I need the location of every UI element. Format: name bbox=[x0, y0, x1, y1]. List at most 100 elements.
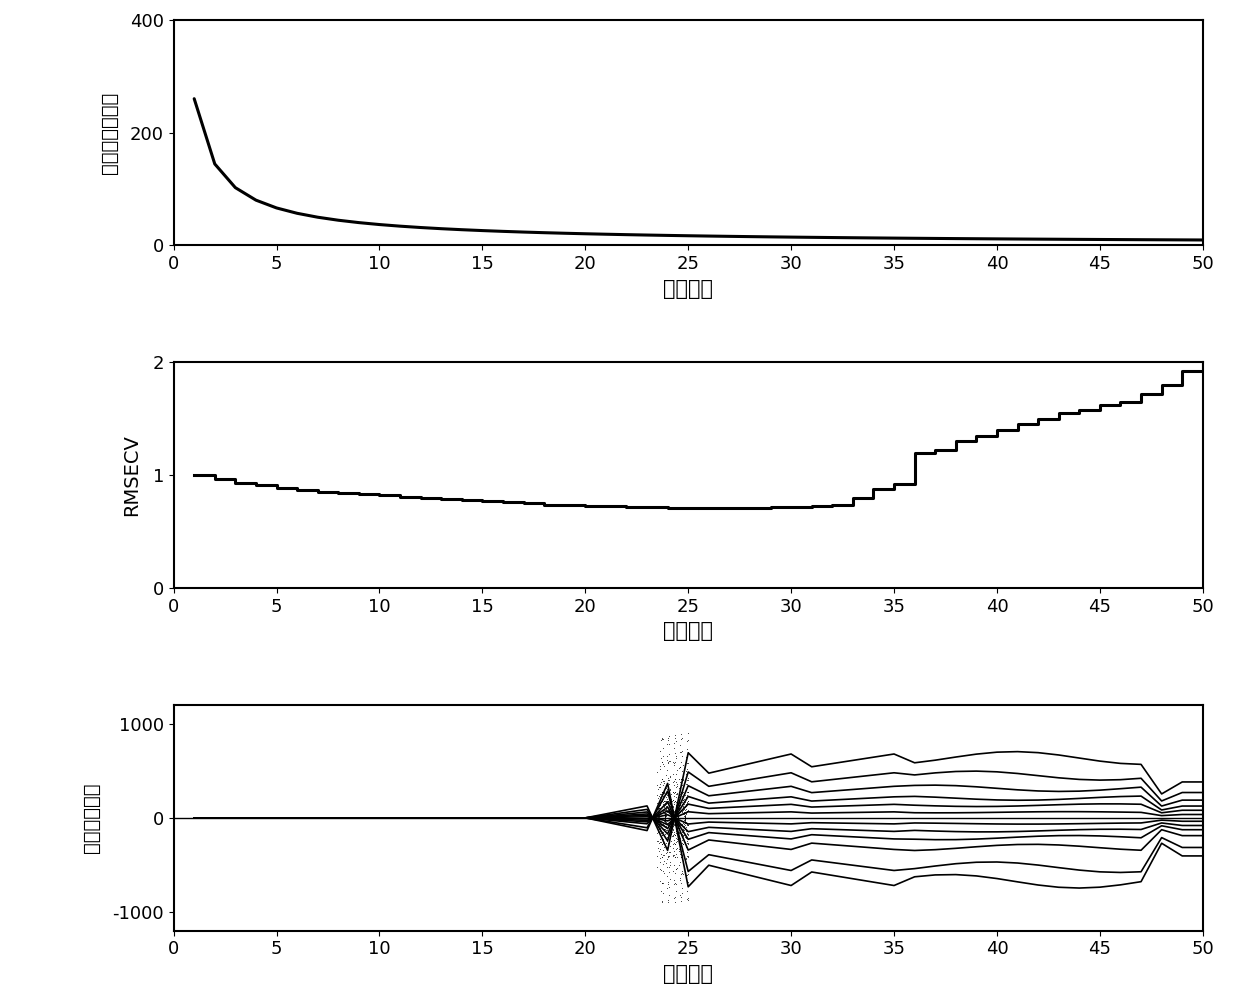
Point bbox=[677, 844, 697, 860]
Point bbox=[661, 844, 681, 860]
Point bbox=[649, 809, 668, 825]
Point bbox=[650, 800, 670, 816]
Point bbox=[665, 785, 684, 801]
Point bbox=[650, 836, 670, 851]
Point bbox=[660, 879, 680, 895]
Point bbox=[651, 842, 671, 857]
Point bbox=[668, 807, 688, 823]
Point bbox=[650, 806, 670, 822]
Point bbox=[653, 756, 673, 772]
Point bbox=[653, 816, 673, 832]
Point bbox=[677, 795, 697, 811]
Point bbox=[662, 848, 682, 864]
Point bbox=[673, 802, 693, 818]
Point bbox=[672, 849, 692, 865]
Point bbox=[657, 816, 677, 832]
Point bbox=[661, 796, 681, 812]
Point bbox=[671, 784, 691, 800]
Point bbox=[653, 875, 673, 891]
Point bbox=[662, 798, 682, 814]
Point bbox=[651, 816, 671, 832]
Point bbox=[668, 815, 688, 831]
Point bbox=[668, 811, 688, 827]
Point bbox=[655, 814, 675, 830]
Point bbox=[649, 813, 668, 829]
Point bbox=[655, 811, 675, 827]
Point bbox=[672, 816, 692, 832]
Point bbox=[650, 807, 670, 823]
Point bbox=[655, 811, 675, 827]
Point bbox=[666, 766, 686, 782]
Point bbox=[676, 840, 696, 855]
Point bbox=[668, 809, 688, 825]
Point bbox=[671, 870, 691, 886]
Point bbox=[677, 867, 697, 883]
Point bbox=[677, 784, 697, 800]
Point bbox=[663, 821, 683, 837]
Point bbox=[672, 842, 692, 858]
Point bbox=[678, 837, 698, 852]
Point bbox=[651, 771, 671, 787]
Point bbox=[668, 814, 688, 830]
Point bbox=[651, 793, 671, 809]
Point bbox=[667, 834, 687, 849]
Point bbox=[661, 791, 681, 807]
Point bbox=[663, 828, 683, 843]
Point bbox=[652, 835, 672, 850]
Point bbox=[651, 743, 671, 759]
Point bbox=[677, 817, 697, 833]
Point bbox=[657, 817, 677, 833]
Point bbox=[662, 822, 682, 838]
Point bbox=[661, 812, 681, 828]
Point bbox=[661, 809, 681, 825]
Point bbox=[671, 793, 691, 809]
Point bbox=[677, 883, 697, 899]
Point bbox=[673, 805, 693, 821]
Point bbox=[651, 758, 671, 774]
Point bbox=[668, 812, 688, 828]
Point bbox=[651, 836, 671, 851]
Point bbox=[658, 803, 678, 819]
Point bbox=[678, 892, 698, 908]
Point bbox=[658, 784, 678, 800]
Point bbox=[661, 822, 681, 838]
Point bbox=[667, 800, 687, 816]
Point bbox=[676, 829, 696, 844]
Point bbox=[663, 847, 683, 863]
Point bbox=[653, 852, 673, 868]
Point bbox=[670, 797, 689, 813]
Point bbox=[668, 804, 688, 820]
Point bbox=[666, 834, 686, 849]
Point bbox=[652, 847, 672, 863]
Point bbox=[675, 828, 694, 843]
Point bbox=[651, 834, 671, 849]
Point bbox=[677, 776, 697, 792]
X-axis label: 采样次数: 采样次数 bbox=[663, 621, 713, 642]
Point bbox=[673, 828, 693, 843]
Point bbox=[647, 763, 667, 779]
Point bbox=[667, 825, 687, 841]
Point bbox=[655, 807, 675, 823]
Point bbox=[678, 771, 698, 787]
Point bbox=[656, 798, 676, 814]
Point bbox=[675, 807, 694, 823]
Point bbox=[656, 812, 676, 828]
Point bbox=[656, 814, 676, 830]
Point bbox=[672, 837, 692, 852]
Point bbox=[658, 876, 678, 892]
Point bbox=[673, 780, 693, 796]
Point bbox=[663, 824, 683, 840]
Point bbox=[650, 800, 670, 816]
Point bbox=[672, 788, 692, 804]
Point bbox=[666, 876, 686, 892]
Point bbox=[649, 808, 668, 824]
Point bbox=[652, 885, 672, 901]
Point bbox=[655, 818, 675, 834]
Point bbox=[655, 826, 675, 842]
Point bbox=[661, 799, 681, 815]
Point bbox=[668, 780, 688, 796]
Point bbox=[665, 731, 684, 746]
Point bbox=[670, 771, 689, 787]
Point bbox=[656, 805, 676, 821]
Point bbox=[652, 793, 672, 809]
